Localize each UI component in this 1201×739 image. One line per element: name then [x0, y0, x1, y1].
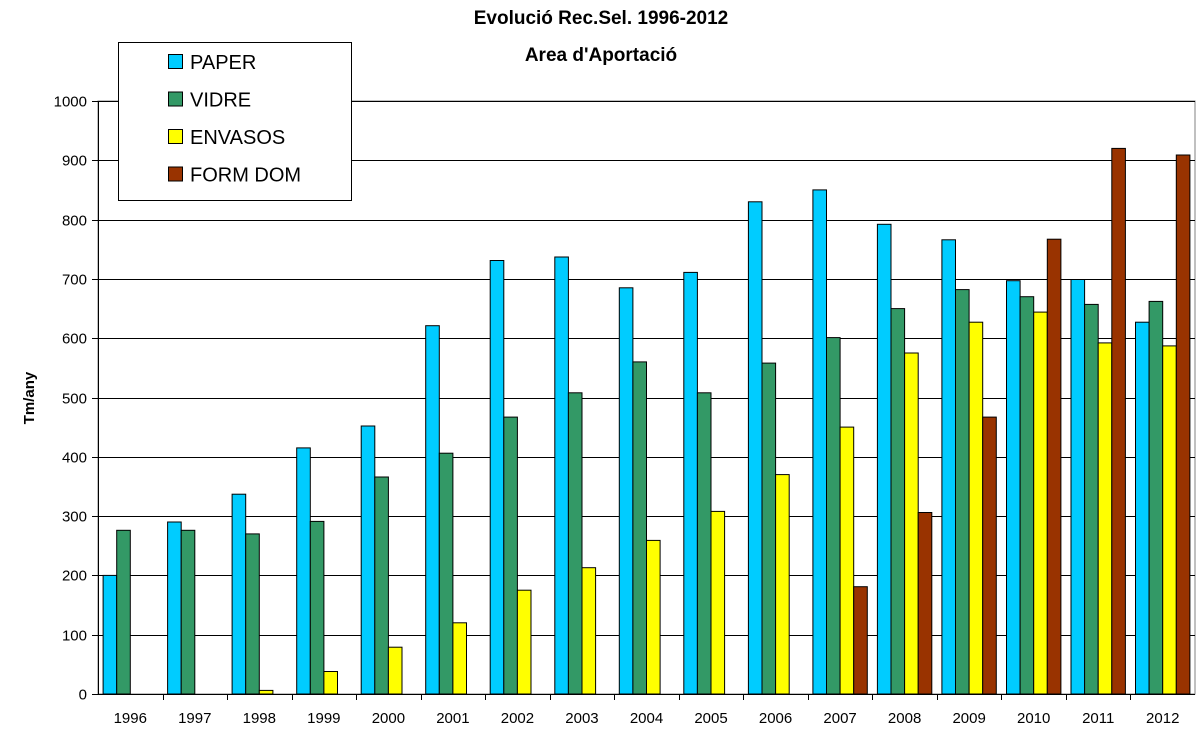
- bar-paper: [618, 287, 634, 695]
- x-tick-label: 2011: [1082, 710, 1114, 727]
- bar-vidre: [632, 361, 648, 695]
- bar-paper: [1070, 279, 1086, 695]
- y-tick-label: 600: [62, 331, 87, 348]
- x-tick-label: 2000: [372, 710, 405, 727]
- x-tick-label: 1997: [178, 710, 211, 727]
- x-tick-label: 2007: [823, 710, 856, 727]
- bar-envasos: [581, 567, 597, 695]
- bar-form-dom: [917, 512, 933, 695]
- bar-envasos: [516, 589, 532, 695]
- legend-label: ENVASOS: [190, 127, 285, 149]
- bar-paper: [167, 521, 182, 695]
- x-tick-label: 2010: [1017, 710, 1050, 727]
- legend-swatch: [168, 91, 183, 107]
- bar-vidre: [503, 416, 518, 695]
- bar-paper: [102, 574, 118, 695]
- bar-envasos: [775, 474, 790, 695]
- y-tick-label: 500: [62, 391, 87, 408]
- bar-envasos: [710, 510, 726, 695]
- bar-vidre: [567, 392, 583, 695]
- bar-paper: [360, 425, 376, 695]
- bar-paper: [489, 260, 505, 695]
- bar-vidre: [1019, 296, 1035, 695]
- bar-paper: [876, 223, 892, 695]
- bar-envasos: [1097, 342, 1113, 695]
- bar-paper: [1006, 280, 1021, 695]
- y-tick-label: 700: [62, 272, 87, 289]
- bar-vidre: [955, 289, 970, 695]
- bar-form-dom: [1046, 238, 1062, 695]
- y-tick-label: 100: [62, 628, 87, 645]
- y-tick-label: 900: [62, 153, 87, 170]
- bar-vidre: [761, 362, 777, 695]
- bar-vidre: [438, 452, 454, 695]
- x-tick-label: 1998: [243, 710, 276, 727]
- bar-form-dom: [982, 416, 997, 695]
- bar-vidre: [1084, 303, 1099, 695]
- x-tick-label: 2005: [694, 710, 727, 727]
- bar-envasos: [904, 352, 919, 695]
- chart-title: Evolució Rec.Sel. 1996-2012: [474, 8, 729, 29]
- bar-paper: [296, 447, 311, 695]
- y-tick-label: 1000: [54, 94, 87, 111]
- legend-swatch: [168, 166, 183, 182]
- y-tick-label: 300: [62, 509, 87, 526]
- bar-envasos: [452, 622, 467, 695]
- legend-label: VIDRE: [190, 90, 251, 112]
- bar-vidre: [826, 337, 841, 695]
- bar-vidre: [1148, 300, 1164, 695]
- bar-envasos: [1162, 345, 1177, 695]
- x-tick-label: 2004: [630, 710, 663, 727]
- legend-swatch: [168, 54, 183, 69]
- y-tick-label: 200: [62, 568, 87, 585]
- x-tick-label: 2009: [952, 710, 985, 727]
- y-tick-label: 400: [62, 450, 87, 467]
- bar-paper: [941, 239, 957, 695]
- x-tick-label: 2003: [565, 710, 598, 727]
- x-tick-label: 2001: [436, 710, 469, 727]
- bar-vidre: [890, 308, 906, 695]
- bar-envasos: [646, 539, 661, 695]
- bar-paper: [683, 271, 698, 695]
- bar-paper: [812, 189, 828, 695]
- bar-envasos: [839, 426, 855, 695]
- bar-vidre: [116, 529, 131, 695]
- x-tick-label: 2008: [888, 710, 921, 727]
- legend-box: [118, 42, 352, 201]
- bar-envasos: [1033, 311, 1048, 695]
- bar-envasos: [323, 671, 338, 695]
- bar-envasos: [968, 321, 984, 695]
- x-tick-label: 2006: [759, 710, 792, 727]
- bar-form-dom: [1175, 154, 1191, 695]
- legend-label: PAPER: [190, 52, 256, 74]
- y-axis-label: Tm/any: [21, 371, 38, 424]
- legend-swatch: [168, 129, 183, 144]
- bar-form-dom: [1111, 147, 1126, 695]
- bar-envasos: [258, 689, 274, 695]
- bar-paper: [747, 201, 763, 695]
- x-tick-label: 1996: [114, 710, 147, 727]
- chart-subtitle: Area d'Aportació: [525, 45, 677, 66]
- bar-vidre: [309, 520, 325, 695]
- y-tick-label: 0: [79, 687, 87, 704]
- x-tick-label: 1999: [307, 710, 340, 727]
- bar-vidre: [374, 476, 389, 695]
- bar-paper: [1135, 321, 1150, 695]
- bar-vidre: [245, 533, 260, 695]
- bar-vidre: [180, 529, 196, 695]
- bar-vidre: [696, 392, 712, 695]
- bar-paper: [425, 325, 440, 695]
- x-tick-label: 2002: [501, 710, 534, 727]
- legend-label: FORM DOM: [190, 165, 301, 187]
- bar-paper: [554, 256, 569, 695]
- y-tick-label: 800: [62, 213, 87, 230]
- bar-form-dom: [853, 586, 868, 695]
- x-tick-label: 2012: [1146, 710, 1179, 727]
- bar-envasos: [387, 646, 403, 695]
- bar-paper: [231, 493, 247, 695]
